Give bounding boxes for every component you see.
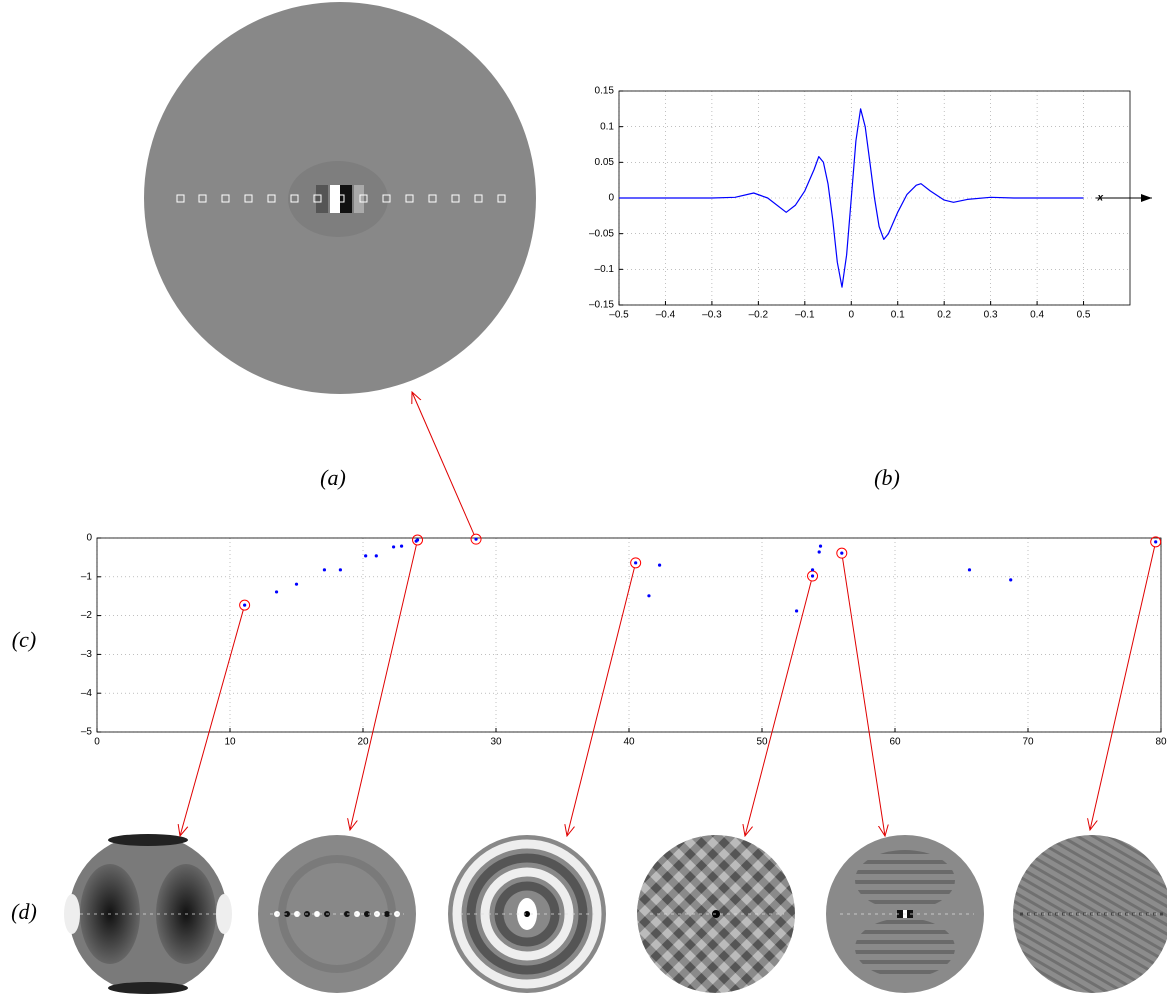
x-tick-label: 0.5 [1077,310,1091,321]
y-tick-label: –4 [81,688,93,699]
point [811,568,814,571]
panel-label: (b) [874,465,900,490]
point [1009,578,1012,581]
figure: (a) (b) (c) (d) –0.5 –0.4 –0.3 –0.2 –0.1 0 0.1… [0,0,1167,996]
x-tick-label: –0.3 [702,310,722,321]
x-tick-label: –0.4 [656,310,676,321]
y-tick-label: 0.15 [595,86,615,97]
thumb-2 [258,835,416,993]
chart: –0.5 –0.4 –0.3 –0.2 –0.1 0 0.1 0.2 0.3 0.4 0.5 –0.1… [589,86,1152,321]
x-tick-label: 50 [756,737,768,748]
panel-label: (d) [11,899,37,924]
x-tick-label: 20 [357,737,369,748]
y-tick-label: 0 [86,533,92,544]
y-tick-label: 0 [608,193,614,204]
thumbnails [64,834,1167,994]
point [658,564,661,567]
x-tick-label: 0.4 [1030,310,1044,321]
point [323,568,326,571]
x-tick-label: 60 [889,737,901,748]
point [474,538,477,541]
x-tick-label: 0 [848,310,854,321]
y-tick-label: –2 [81,610,93,621]
y-tick-label: –3 [81,649,93,660]
point [392,545,395,548]
x-tick-label: 10 [224,737,236,748]
point [634,561,637,564]
x-tick-label: 0.2 [937,310,951,321]
arrow [412,392,474,535]
point [375,554,378,557]
point [295,583,298,586]
thumb-3 [448,835,606,993]
point [1154,540,1157,543]
y-tick-label: 0.1 [600,121,614,132]
point [339,568,342,571]
panel-label: (a) [320,465,346,490]
axis-label: x [1097,193,1104,204]
y-tick-label: –0.15 [589,300,614,311]
x-tick-label: 30 [490,737,502,748]
x-tick-label: 80 [1155,737,1167,748]
x-tick-label: –0.5 [609,310,629,321]
panel-label: (c) [12,627,36,652]
x-tick-label: –0.2 [749,310,769,321]
x-tick-label: 0 [94,737,100,748]
point [968,568,971,571]
y-tick-label: –1 [81,571,93,582]
point [400,545,403,548]
point [275,590,278,593]
y-tick-label: –5 [81,727,93,738]
point [647,594,650,597]
x-tick-label: 40 [623,737,635,748]
disc-a [144,2,536,394]
y-tick-label: 0.05 [595,157,615,168]
point [811,574,814,577]
point [819,545,822,548]
page: (a) (b) (c) (d) –0.5 –0.4 –0.3 –0.2 –0.1 0 0.1… [0,0,1167,996]
chart: 0 10 20 30 40 50 60 70 80 –5 –4 –3 –2 –1 0 [81,533,1167,748]
x-tick-label: 0.1 [891,310,905,321]
point [840,552,843,555]
point [818,550,821,553]
point [243,604,246,607]
x-tick-label: 0.3 [984,310,998,321]
x-tick-label: 70 [1022,737,1034,748]
x-tick-label: –0.1 [795,310,815,321]
y-tick-label: –0.05 [589,228,614,239]
point [795,609,798,612]
y-tick-label: –0.1 [595,264,615,275]
point [416,538,419,541]
point [364,554,367,557]
